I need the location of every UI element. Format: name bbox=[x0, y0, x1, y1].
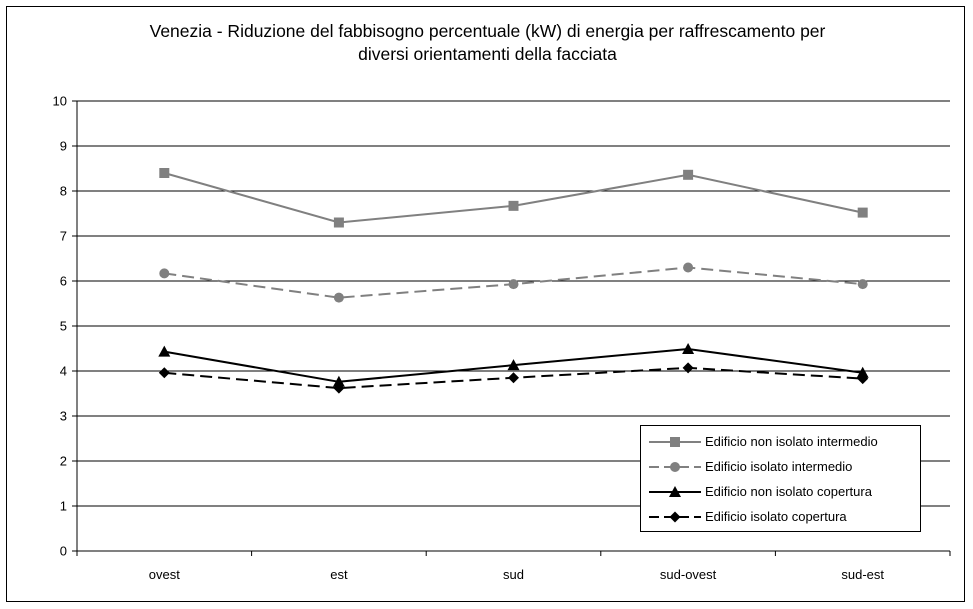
data-point bbox=[508, 279, 519, 290]
x-tick-label: sud bbox=[503, 567, 524, 582]
legend-label: Edificio non isolato intermedio bbox=[705, 434, 878, 449]
y-tick-label: 6 bbox=[60, 274, 67, 289]
y-tick-label: 2 bbox=[60, 454, 67, 469]
legend-label: Edificio isolato intermedio bbox=[705, 459, 853, 474]
x-tick-label: sud-ovest bbox=[660, 567, 717, 582]
legend: Edificio non isolato intermedio Edificio… bbox=[640, 425, 921, 532]
y-tick-label: 1 bbox=[60, 499, 67, 514]
data-point bbox=[683, 169, 694, 180]
legend-swatch-diamond bbox=[649, 511, 701, 523]
legend-marker bbox=[670, 462, 680, 472]
legend-item-3: Edificio non isolato copertura bbox=[641, 482, 920, 502]
legend-marker bbox=[669, 486, 681, 497]
data-point bbox=[682, 362, 694, 374]
y-tick-label: 5 bbox=[60, 319, 67, 334]
data-point bbox=[683, 262, 694, 273]
y-tick-label: 4 bbox=[60, 364, 67, 379]
series-1 bbox=[159, 168, 868, 228]
data-point bbox=[857, 279, 868, 290]
y-tick-label: 10 bbox=[53, 94, 67, 109]
series-3 bbox=[158, 342, 869, 387]
legend-label: Edificio isolato copertura bbox=[705, 509, 847, 524]
x-tick-label: ovest bbox=[149, 567, 180, 582]
data-point bbox=[682, 342, 695, 354]
series-2 bbox=[159, 262, 868, 303]
data-point bbox=[332, 375, 345, 387]
data-point bbox=[857, 373, 869, 385]
legend-item-1: Edificio non isolato intermedio bbox=[641, 432, 920, 452]
legend-marker bbox=[669, 511, 681, 523]
y-tick-label: 3 bbox=[60, 409, 67, 424]
series-line bbox=[164, 172, 863, 224]
data-point bbox=[507, 359, 520, 371]
data-point bbox=[857, 207, 868, 218]
legend-item-2: Edificio isolato intermedio bbox=[641, 457, 920, 477]
data-point bbox=[159, 168, 170, 178]
legend-marker bbox=[670, 437, 680, 447]
legend-swatch-triangle bbox=[649, 486, 701, 497]
x-tick-label: est bbox=[330, 567, 348, 582]
chart-title-line-1: Venezia - Riduzione del fabbisogno perce… bbox=[149, 21, 826, 41]
data-point bbox=[856, 366, 869, 378]
y-tick-label: 9 bbox=[60, 139, 67, 154]
legend-label: Edificio non isolato copertura bbox=[705, 484, 872, 499]
legend-swatch-square bbox=[649, 437, 701, 447]
y-tick-label: 7 bbox=[60, 229, 67, 244]
data-point bbox=[333, 292, 344, 303]
data-point bbox=[158, 345, 171, 357]
data-point bbox=[333, 217, 344, 228]
y-tick-label: 8 bbox=[60, 184, 67, 199]
x-tick-label: sud-est bbox=[841, 567, 884, 582]
data-point bbox=[508, 200, 519, 211]
data-point bbox=[333, 382, 345, 394]
legend-swatch-circle bbox=[649, 462, 701, 472]
chart-title: Venezia - Riduzione del fabbisogno perce… bbox=[80, 20, 895, 66]
data-point bbox=[508, 372, 519, 384]
series-4 bbox=[158, 362, 869, 394]
y-tick-label: 0 bbox=[60, 544, 67, 559]
data-point bbox=[158, 367, 170, 379]
chart-title-line-2: diversi orientamenti della facciata bbox=[358, 44, 617, 64]
legend-item-4: Edificio isolato copertura bbox=[641, 507, 920, 527]
data-point bbox=[159, 268, 170, 279]
